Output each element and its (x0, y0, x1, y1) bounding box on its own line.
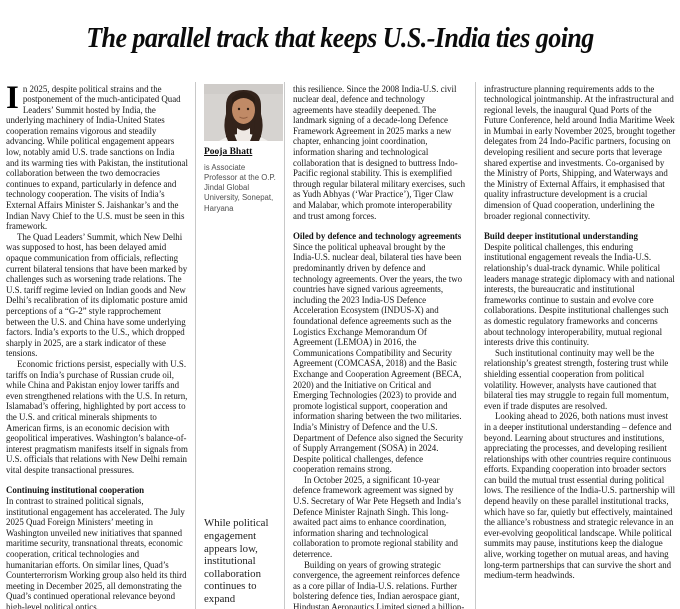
column-2: this resilience. Since the 2008 India-U.… (285, 81, 476, 609)
article-paragraph: this resilience. Since the 2008 India-U.… (293, 83, 466, 221)
article-paragraph: Looking ahead to 2026, both nations must… (484, 411, 676, 581)
section-heading-build-deeper-institutional-understanding: Build deeper institutional understanding (484, 231, 638, 242)
article-paragraph: Since the political upheaval brought by … (293, 241, 464, 475)
article-paragraph: Building on years of growing strategic c… (293, 559, 465, 609)
drop-cap: I (6, 81, 19, 116)
article-paragraph: In October 2025, a significant 10-year d… (293, 474, 461, 560)
section-heading-oiled-by-defence-and-technology-agreements: Oiled by defence and technology agreemen… (293, 231, 462, 242)
author-name: Pooja Bhatt (204, 146, 253, 157)
article-paragraph: The Quad Leaders’ Summit, which New Delh… (6, 231, 188, 359)
paragraph-text: n 2025, despite political strains and th… (6, 83, 188, 232)
pull-quote: While political engagement appears low, … (204, 517, 269, 605)
article-page: The parallel track that keeps U.S.-India… (0, 19, 680, 609)
article-headline: The parallel track that keeps U.S.-India… (86, 22, 594, 54)
column-3: infrastructure planning requirements add… (476, 82, 680, 609)
author-photo (204, 83, 283, 141)
article-paragraph: infrastructure planning requirements add… (484, 83, 676, 221)
section-heading-continuing-institutional-cooperation: Continuing institutional cooperation (6, 485, 145, 496)
article-paragraph: Such institutional continuity may well b… (484, 347, 669, 411)
article-paragraph: In contrast to strained political signal… (6, 496, 187, 609)
article-paragraph: Economic frictions persist, especially w… (6, 358, 188, 475)
author-bio: is Associate Professor at the O.P. Jinda… (204, 162, 276, 213)
author-column: Pooja Bhatt is Associate Professor at th… (196, 81, 285, 609)
article-paragraph: Despite political challenges, this endur… (484, 241, 675, 348)
